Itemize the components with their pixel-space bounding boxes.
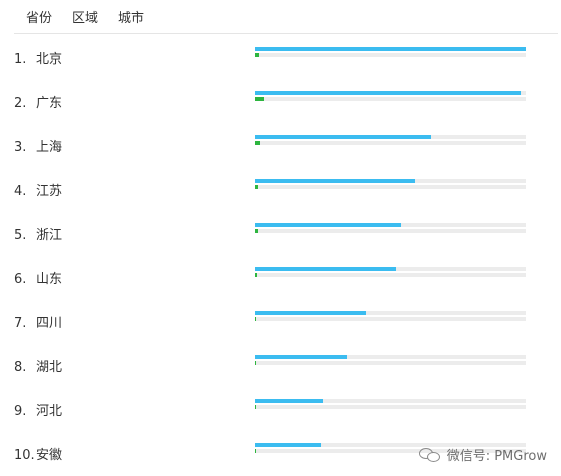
province-name: 湖北 bbox=[36, 360, 63, 375]
blue-bar-track bbox=[255, 135, 526, 139]
province-name: 安徽 bbox=[36, 448, 63, 463]
province-name: 浙江 bbox=[36, 228, 63, 243]
green-bar-track bbox=[255, 185, 526, 189]
blue-bar-track bbox=[255, 311, 526, 315]
rank-number: 10. bbox=[14, 448, 35, 463]
row-bars bbox=[255, 399, 526, 411]
blue-bar-fill bbox=[255, 179, 415, 183]
blue-bar-fill bbox=[255, 91, 521, 95]
rank-number: 4. bbox=[14, 184, 27, 199]
row-label: 3. 上海 bbox=[14, 136, 62, 155]
rank-number: 8. bbox=[14, 360, 27, 375]
row-label: 6. 山东 bbox=[14, 268, 62, 287]
green-bar-track bbox=[255, 405, 526, 409]
green-bar-track bbox=[255, 273, 526, 277]
green-bar-fill bbox=[255, 97, 265, 101]
province-name: 河北 bbox=[36, 404, 63, 419]
green-bar-track bbox=[255, 53, 526, 57]
province-name: 四川 bbox=[36, 316, 63, 331]
rank-number: 1. bbox=[14, 52, 27, 67]
rank-number: 7. bbox=[14, 316, 27, 331]
green-bar-fill bbox=[255, 229, 259, 233]
blue-bar-track bbox=[255, 179, 526, 183]
province-name: 广东 bbox=[36, 96, 63, 111]
row-label: 8. 湖北 bbox=[14, 356, 62, 375]
rank-number: 6. bbox=[14, 272, 27, 287]
blue-bar-fill bbox=[255, 47, 526, 51]
blue-bar-fill bbox=[255, 135, 432, 139]
row-bars bbox=[255, 311, 526, 323]
row-bars bbox=[255, 179, 526, 191]
row-label: 2. 广东 bbox=[14, 92, 62, 111]
green-bar-fill bbox=[255, 53, 260, 57]
blue-bar-track bbox=[255, 267, 526, 271]
wechat-icon bbox=[418, 446, 441, 464]
list-item[interactable]: 4. 江苏 bbox=[0, 167, 561, 211]
green-bar-track bbox=[255, 317, 526, 321]
rank-number: 3. bbox=[14, 140, 27, 155]
row-label: 4. 江苏 bbox=[14, 180, 62, 199]
blue-bar-track bbox=[255, 223, 526, 227]
blue-bar-fill bbox=[255, 355, 348, 359]
row-bars bbox=[255, 355, 526, 367]
green-bar-fill bbox=[255, 405, 257, 409]
green-bar-track bbox=[255, 97, 526, 101]
list-item[interactable]: 10.安徽 bbox=[0, 431, 561, 475]
rank-number: 5. bbox=[14, 228, 27, 243]
row-label: 1. 北京 bbox=[14, 48, 62, 67]
green-bar-fill bbox=[255, 141, 260, 145]
blue-bar-fill bbox=[255, 443, 322, 447]
list-item[interactable]: 9. 河北 bbox=[0, 387, 561, 431]
list-item[interactable]: 3. 上海 bbox=[0, 123, 561, 167]
green-bar-track bbox=[255, 361, 526, 365]
green-bar-fill bbox=[255, 185, 259, 189]
rank-number: 9. bbox=[14, 404, 27, 419]
blue-bar-fill bbox=[255, 267, 396, 271]
green-bar-fill bbox=[255, 449, 257, 453]
row-label: 7. 四川 bbox=[14, 312, 62, 331]
province-name: 山东 bbox=[36, 272, 63, 287]
watermark-text: 微信号: PMGrow bbox=[446, 449, 547, 464]
tab-city[interactable]: 城市 bbox=[118, 11, 145, 26]
blue-bar-track bbox=[255, 355, 526, 359]
row-bars bbox=[255, 223, 526, 235]
green-bar-track bbox=[255, 229, 526, 233]
row-bars bbox=[255, 135, 526, 147]
green-bar-track bbox=[255, 449, 526, 453]
blue-bar-fill bbox=[255, 223, 402, 227]
province-name: 北京 bbox=[36, 52, 63, 67]
blue-bar-fill bbox=[255, 399, 323, 403]
tab-region[interactable]: 区域 bbox=[72, 11, 99, 26]
rank-number: 2. bbox=[14, 96, 27, 111]
list-item[interactable]: 2. 广东 bbox=[0, 79, 561, 123]
green-bar-fill bbox=[255, 273, 258, 277]
blue-bar-track bbox=[255, 47, 526, 51]
green-bar-fill bbox=[255, 361, 257, 365]
row-bars bbox=[255, 91, 526, 103]
list-item[interactable]: 5. 浙江 bbox=[0, 211, 561, 255]
tab-bar: 省份 区域 城市 bbox=[14, 0, 558, 34]
list-item[interactable]: 7. 四川 bbox=[0, 299, 561, 343]
list-item[interactable]: 1. 北京 bbox=[0, 35, 561, 79]
green-bar-fill bbox=[255, 317, 257, 321]
blue-bar-track bbox=[255, 91, 526, 95]
province-name: 上海 bbox=[36, 140, 63, 155]
province-name: 江苏 bbox=[36, 184, 63, 199]
row-bars bbox=[255, 267, 526, 279]
watermark: 微信号: PMGrow bbox=[418, 445, 547, 464]
row-bars bbox=[255, 443, 526, 455]
blue-bar-track bbox=[255, 399, 526, 403]
tab-province[interactable]: 省份 bbox=[26, 11, 53, 26]
row-label: 10.安徽 bbox=[14, 444, 62, 463]
list-item[interactable]: 6. 山东 bbox=[0, 255, 561, 299]
list-item[interactable]: 8. 湖北 bbox=[0, 343, 561, 387]
green-bar-track bbox=[255, 141, 526, 145]
ranking-list: 1. 北京 2. 广东 3. 上海 4. 江苏 5. 浙江 6. 山东 7. 四川 8. 湖北 9. 河北 10.安… bbox=[0, 35, 561, 475]
row-label: 9. 河北 bbox=[14, 400, 62, 419]
row-label: 5. 浙江 bbox=[14, 224, 62, 243]
blue-bar-fill bbox=[255, 311, 367, 315]
blue-bar-track bbox=[255, 443, 526, 447]
row-bars bbox=[255, 47, 526, 59]
